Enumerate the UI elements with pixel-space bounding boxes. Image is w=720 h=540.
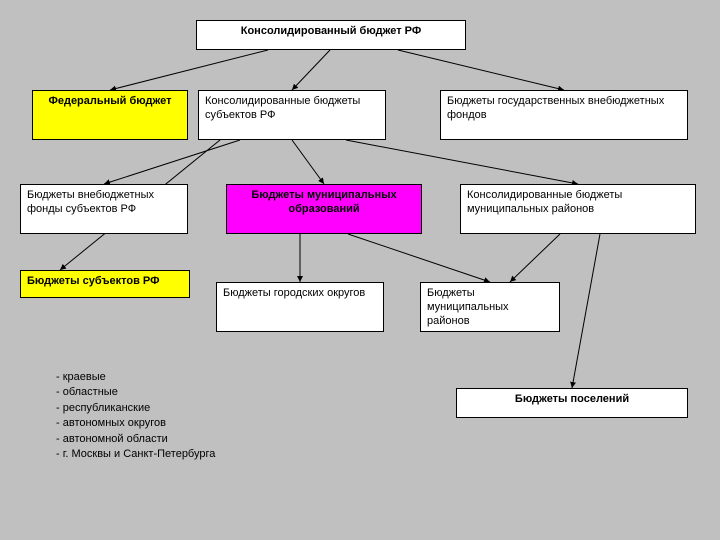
list-item: - областные [56, 385, 215, 400]
subject-types-list: - краевые- областные- республиканские- а… [56, 370, 215, 462]
node-municipal-formations: Бюджеты муниципальных образований [226, 184, 422, 234]
list-item: - автономных округов [56, 416, 215, 431]
node-consolidated-municipal: Консолидированные бюджеты муниципальных … [460, 184, 696, 234]
node-extrabudget-subjects: Бюджеты внебюджетных фонды субъектов РФ [20, 184, 188, 234]
node-settlements: Бюджеты поселений [456, 388, 688, 418]
node-state-extrabudget-funds: Бюджеты государственных внебюджетных фон… [440, 90, 688, 140]
node-root: Консолидированный бюджет РФ [196, 20, 466, 50]
list-item: - г. Москвы и Санкт-Петербурга [56, 447, 215, 462]
list-item: - краевые [56, 370, 215, 385]
list-item: - автономной области [56, 432, 215, 447]
node-consolidated-subjects: Консолидированные бюджеты субъектов РФ [198, 90, 386, 140]
node-subject-budgets: Бюджеты субъектов РФ [20, 270, 190, 298]
node-city-okrugs: Бюджеты городских округов [216, 282, 384, 332]
node-federal-budget: Федеральный бюджет [32, 90, 188, 140]
list-item: - республиканские [56, 401, 215, 416]
node-municipal-districts: Бюджеты муниципальных районов [420, 282, 560, 332]
